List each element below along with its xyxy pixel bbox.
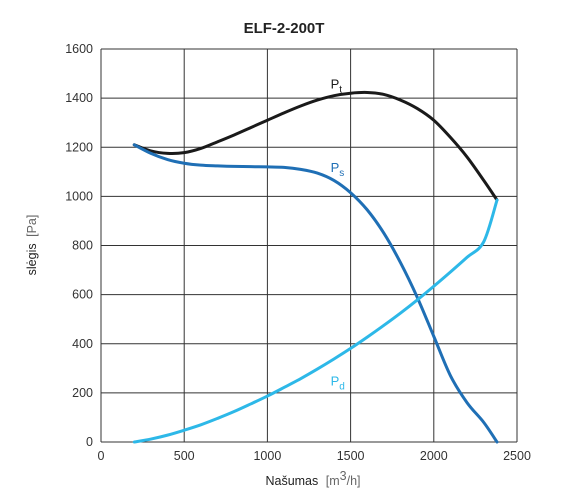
- series-label-ps: Ps: [331, 160, 345, 179]
- x-axis-unit-close: ]: [357, 474, 360, 488]
- y-tick-label: 1600: [65, 42, 93, 56]
- series-lines: [132, 90, 499, 444]
- y-axis-unit-open: [: [25, 233, 39, 237]
- x-tick-labels: 0 500 1000 1500 2000 2500: [98, 449, 531, 463]
- grid: [100, 48, 518, 443]
- x-tick-label: 1000: [253, 449, 281, 463]
- x-axis-unit-suffix: /h: [347, 474, 357, 488]
- series-label-sub: d: [339, 382, 345, 393]
- y-tick-label: 600: [72, 288, 93, 302]
- x-axis-unit-prefix: m: [329, 474, 339, 488]
- y-tick-label: 400: [72, 337, 93, 351]
- y-tick-label: 1200: [65, 140, 93, 154]
- series-label-pt: Pt: [331, 76, 343, 95]
- y-tick-label: 200: [72, 386, 93, 400]
- series-label-pd: Pd: [331, 374, 345, 393]
- x-tick-label: 500: [174, 449, 195, 463]
- x-tick-label: 2000: [420, 449, 448, 463]
- x-axis-unit-open: [: [326, 474, 330, 488]
- x-axis-label: Našumas [m3/h]: [265, 469, 360, 488]
- series-line-pt: [132, 90, 499, 202]
- x-tick-label: 1500: [337, 449, 365, 463]
- y-axis-label: slėgis [Pa]: [25, 215, 39, 276]
- x-axis-unit-sup: 3: [340, 469, 347, 483]
- y-axis-label-text: slėgis: [25, 243, 39, 275]
- y-tick-labels: 0 200 400 600 800 1000 1200 1400 1600: [65, 42, 93, 449]
- series-line-pd: [132, 198, 499, 444]
- series-label-main: P: [331, 160, 340, 175]
- series-label-main: P: [331, 76, 340, 91]
- y-tick-label: 800: [72, 239, 93, 253]
- x-tick-label: 2500: [503, 449, 531, 463]
- y-tick-label: 1000: [65, 189, 93, 203]
- series-label-sub: s: [339, 168, 344, 179]
- chart-title: ELF-2-200T: [244, 20, 325, 37]
- series-label-main: P: [331, 374, 340, 389]
- y-tick-label: 1400: [65, 91, 93, 105]
- y-axis-unit-close: ]: [25, 215, 39, 218]
- series-label-sub: t: [339, 84, 342, 95]
- series-line-ps: [132, 143, 499, 444]
- x-tick-label: 0: [98, 449, 105, 463]
- y-axis-unit: Pa: [25, 218, 39, 233]
- y-tick-label: 0: [86, 435, 93, 449]
- x-axis-label-text: Našumas: [265, 474, 318, 488]
